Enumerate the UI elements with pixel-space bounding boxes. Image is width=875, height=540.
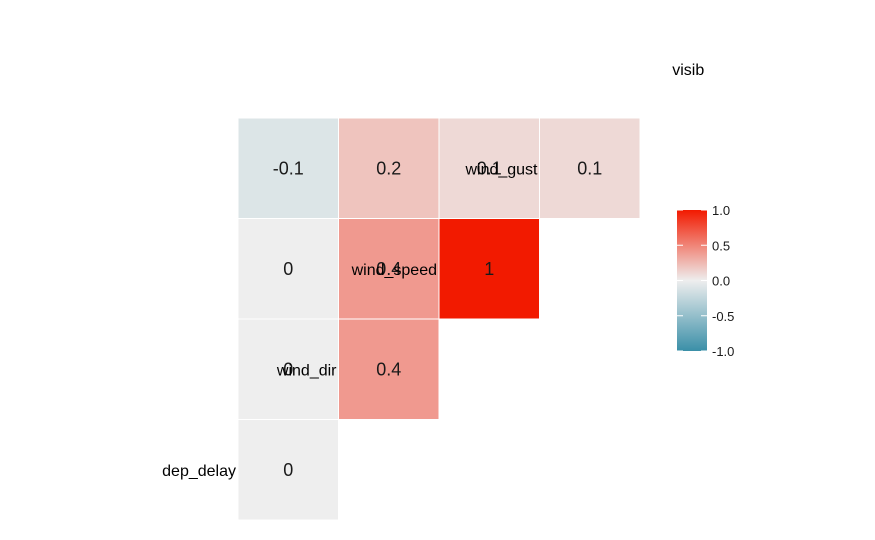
legend-tick-label: 1.0 xyxy=(712,203,730,218)
cell-value-label: 0.1 xyxy=(577,158,602,178)
cell-value-label: 0 xyxy=(283,460,293,480)
variable-label-dep-delay: dep_delay xyxy=(162,463,236,480)
heatmap-cells: 0 0 0 -0.1 0.4 0.4 0.2 1 0.1 0.1 xyxy=(237,117,641,521)
heatmap-cell-wind_gust-wind_dir xyxy=(338,218,440,320)
heatmap-cell-visib-wind_gust xyxy=(539,117,641,219)
heatmap-cell-wind_speed-dep_delay xyxy=(237,318,339,420)
legend-tick-label: -1.0 xyxy=(712,344,734,359)
heatmap-cell-wind_speed-wind_dir xyxy=(338,318,440,420)
variable-labels: dep_delay wind_dir wind_speed wind_gust visi… xyxy=(162,62,704,480)
cell-value-label: 0 xyxy=(283,359,293,379)
cell-value-label: 0.1 xyxy=(477,158,502,178)
legend-tick-label: 0.5 xyxy=(712,238,730,253)
legend-tick-label: -0.5 xyxy=(712,309,734,324)
heatmap-cell-visib-wind_dir xyxy=(338,117,440,219)
heatmap-cell-wind_gust-wind_speed xyxy=(438,218,540,320)
legend-tick-label: 0.0 xyxy=(712,274,730,289)
heatmap-cell-visib-wind_speed xyxy=(438,117,540,219)
cell-value-label: 1 xyxy=(484,259,494,279)
cell-value-label: 0.4 xyxy=(376,259,401,279)
variable-label-wind-gust: wind_gust xyxy=(464,161,538,178)
heatmap-cell-visib-dep_delay xyxy=(237,117,339,219)
variable-label-wind-speed: wind_speed xyxy=(351,262,437,279)
cell-value-label: -0.1 xyxy=(273,158,304,178)
cell-value-label: 0 xyxy=(283,259,293,279)
variable-label-wind-dir: wind_dir xyxy=(276,362,337,379)
cell-value-label: 0.2 xyxy=(376,158,401,178)
cell-value-label: 0.4 xyxy=(376,359,401,379)
variable-label-visib: visib xyxy=(672,62,704,79)
color-legend: 1.0 0.5 0.0 -0.5 -1.0 xyxy=(677,203,734,359)
heatmap-cell-wind_dir-dep_delay xyxy=(237,419,339,521)
